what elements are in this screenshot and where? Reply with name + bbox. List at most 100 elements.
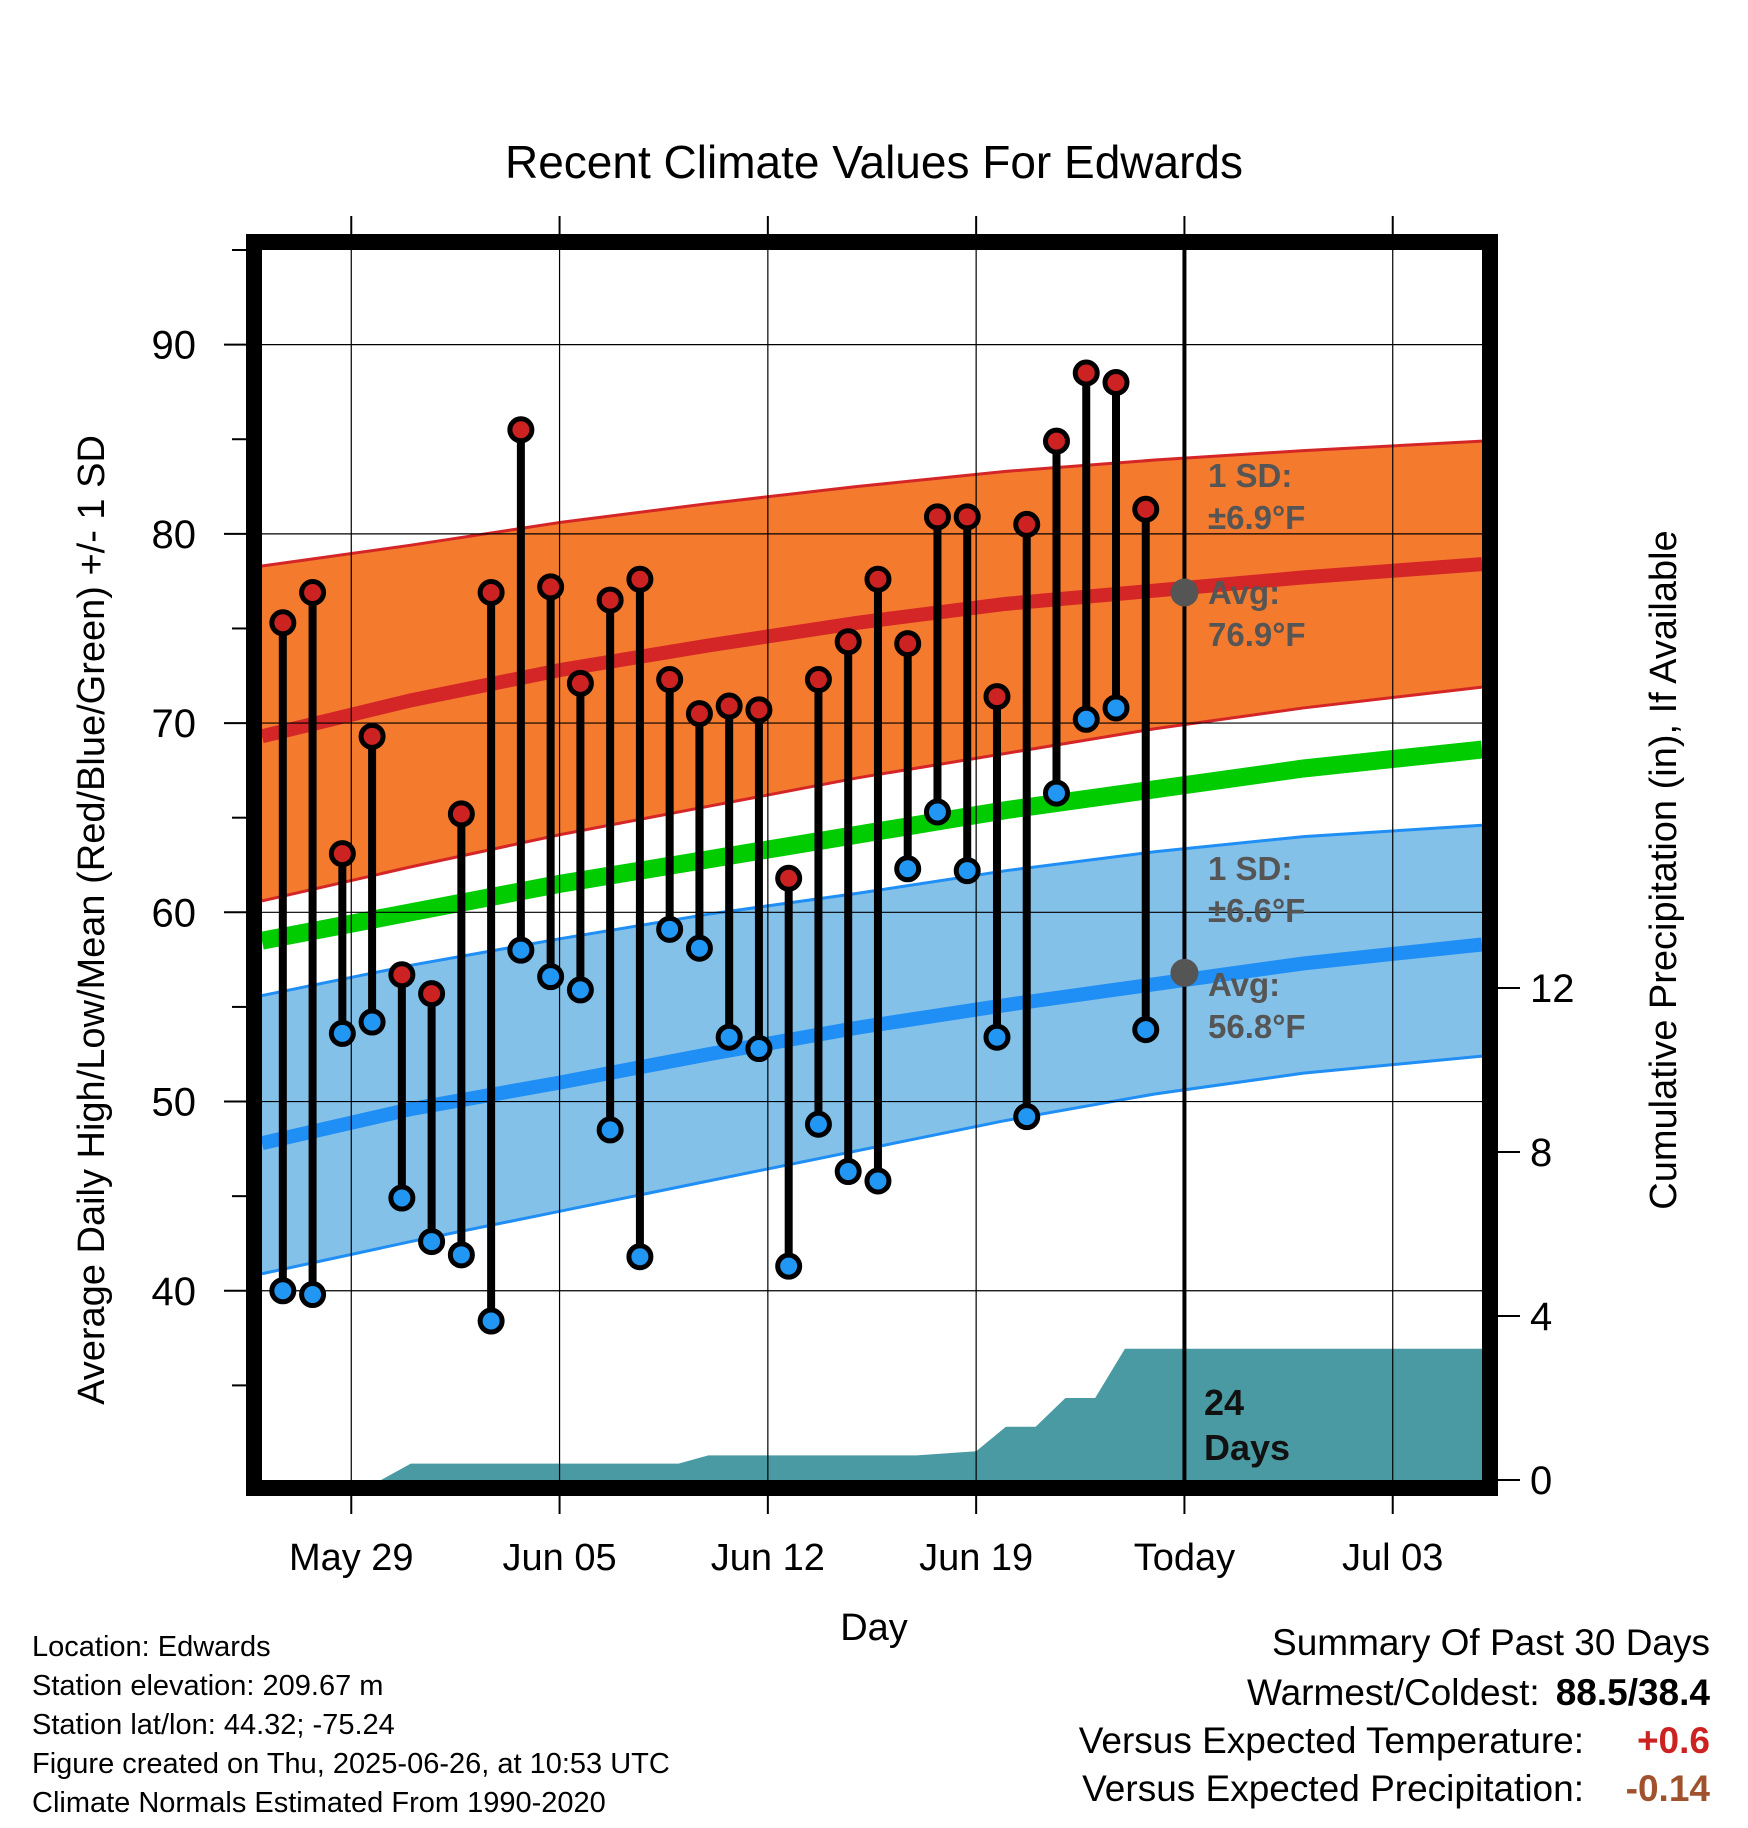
plot-border bbox=[246, 234, 1498, 1496]
x-tick-label: Jun 19 bbox=[919, 1537, 1033, 1579]
observed-day bbox=[923, 503, 951, 826]
observed-low-point bbox=[1102, 694, 1130, 722]
observed-low-point bbox=[953, 857, 981, 885]
annotations: 1 SD: ±6.9°F Avg: 76.9°F 1 SD: ±6.6°F Av… bbox=[1204, 457, 1306, 1468]
observed-high-point bbox=[1102, 368, 1130, 396]
observed-low-point bbox=[477, 1307, 505, 1335]
x-tick-label: Jun 05 bbox=[503, 1537, 617, 1579]
observed-high-point bbox=[1013, 510, 1041, 538]
observed-day bbox=[299, 579, 327, 1309]
observed-low-point bbox=[269, 1277, 297, 1305]
observed-high-point bbox=[923, 503, 951, 531]
y-tick-label: 80 bbox=[152, 513, 197, 557]
observed-low-point bbox=[447, 1241, 475, 1269]
chart-title: Recent Climate Values For Edwards bbox=[505, 136, 1243, 188]
summary-panel: Summary Of Past 30 Days Warmest/Coldest:… bbox=[1079, 1622, 1710, 1810]
observed-low-point bbox=[1013, 1103, 1041, 1131]
observed-day bbox=[269, 609, 297, 1305]
created-text: Figure created on Thu, 2025-06-26, at 10… bbox=[32, 1748, 670, 1780]
y2-tick-label: 4 bbox=[1530, 1295, 1552, 1339]
y2-tick-label: 12 bbox=[1530, 967, 1575, 1011]
observed-bars bbox=[269, 359, 1160, 1335]
station-metadata: Location: Edwards Station elevation: 209… bbox=[32, 1628, 670, 1823]
observed-low-point bbox=[566, 976, 594, 1004]
observed-high-point bbox=[507, 416, 535, 444]
temp-value: +0.6 bbox=[1636, 1720, 1710, 1761]
observed-day bbox=[447, 800, 475, 1269]
x-tick-label: Today bbox=[1134, 1537, 1235, 1579]
observed-day bbox=[507, 416, 535, 964]
observed-low-point bbox=[745, 1035, 773, 1063]
x-axis-label: Day bbox=[840, 1607, 908, 1649]
observed-day bbox=[1132, 495, 1160, 1044]
today-marker bbox=[1170, 250, 1199, 1480]
high-sd-band bbox=[262, 441, 1482, 901]
warm-cold-label: Warmest/Coldest: bbox=[1247, 1672, 1540, 1713]
y-tick-label: 60 bbox=[152, 891, 197, 935]
high-sd-value: ±6.9°F bbox=[1208, 499, 1305, 536]
observed-high-point bbox=[775, 864, 803, 892]
observed-day bbox=[953, 503, 981, 885]
observed-day bbox=[328, 840, 356, 1047]
observed-day bbox=[596, 586, 624, 1144]
observed-day bbox=[626, 565, 654, 1271]
high-avg-label: Avg: bbox=[1208, 574, 1280, 611]
observed-low-point bbox=[507, 936, 535, 964]
observed-high-point bbox=[299, 579, 327, 607]
observed-day bbox=[1013, 510, 1041, 1131]
observed-high-point bbox=[1072, 359, 1100, 387]
high-avg-value: 76.9°F bbox=[1208, 616, 1306, 653]
observed-low-point bbox=[983, 1023, 1011, 1051]
observed-day bbox=[388, 961, 416, 1212]
low-avg-label: Avg: bbox=[1208, 966, 1280, 1003]
summary-temp: Versus Expected Temperature: +0.6 bbox=[1079, 1720, 1710, 1762]
high-sd-label: 1 SD: bbox=[1208, 457, 1292, 494]
observed-day bbox=[685, 700, 713, 962]
observed-day bbox=[745, 696, 773, 1063]
observed-high-point bbox=[745, 696, 773, 724]
observed-low-point bbox=[299, 1281, 327, 1309]
observed-low-point bbox=[834, 1158, 862, 1186]
observed-day bbox=[715, 692, 743, 1051]
summary-warm-cold: Warmest/Coldest: 88.5/38.4 bbox=[1079, 1672, 1710, 1714]
observed-low-point bbox=[804, 1110, 832, 1138]
observed-day bbox=[1072, 359, 1100, 733]
observed-high-point bbox=[804, 666, 832, 694]
plot-frame bbox=[246, 234, 1498, 1496]
observed-low-point bbox=[1132, 1016, 1160, 1044]
normal-high-line bbox=[260, 557, 1483, 744]
x-tick-label: Jul 03 bbox=[1342, 1537, 1443, 1579]
observed-low-point bbox=[328, 1019, 356, 1047]
summary-precip: Versus Expected Precipitation: -0.14 bbox=[1079, 1768, 1710, 1810]
observed-day bbox=[1042, 427, 1070, 807]
observed-high-point bbox=[537, 573, 565, 601]
today-low-avg-dot bbox=[1170, 958, 1199, 987]
latlon-text: Station lat/lon: 44.32; -75.24 bbox=[32, 1709, 395, 1741]
observed-day bbox=[418, 980, 446, 1256]
observed-high-point bbox=[358, 722, 386, 750]
x-tick-label: Jun 12 bbox=[711, 1537, 825, 1579]
temp-label: Versus Expected Temperature: bbox=[1078, 1720, 1584, 1761]
cumulative-precip-area bbox=[262, 1348, 1482, 1480]
observed-low-point bbox=[1042, 779, 1070, 807]
y2-tick-label: 8 bbox=[1530, 1131, 1552, 1175]
observed-high-point bbox=[596, 586, 624, 614]
observed-high-point bbox=[715, 692, 743, 720]
location-text: Location: Edwards bbox=[32, 1631, 271, 1663]
low-sd-band bbox=[262, 825, 1482, 1274]
observed-low-point bbox=[537, 963, 565, 991]
observed-high-point bbox=[983, 683, 1011, 711]
y-tick-label: 40 bbox=[152, 1270, 197, 1314]
low-sd-value: ±6.6°F bbox=[1208, 892, 1305, 929]
y-tick-label: 70 bbox=[152, 702, 197, 746]
observed-low-point bbox=[775, 1252, 803, 1280]
observed-day bbox=[477, 579, 505, 1335]
today-high-avg-dot bbox=[1170, 578, 1199, 607]
observed-day bbox=[834, 628, 862, 1186]
observed-day bbox=[358, 722, 386, 1036]
normals-text: Climate Normals Estimated From 1990-2020 bbox=[32, 1787, 606, 1819]
observed-high-point bbox=[328, 840, 356, 868]
observed-high-point bbox=[418, 980, 446, 1008]
precip-label: Versus Expected Precipitation: bbox=[1082, 1768, 1584, 1809]
